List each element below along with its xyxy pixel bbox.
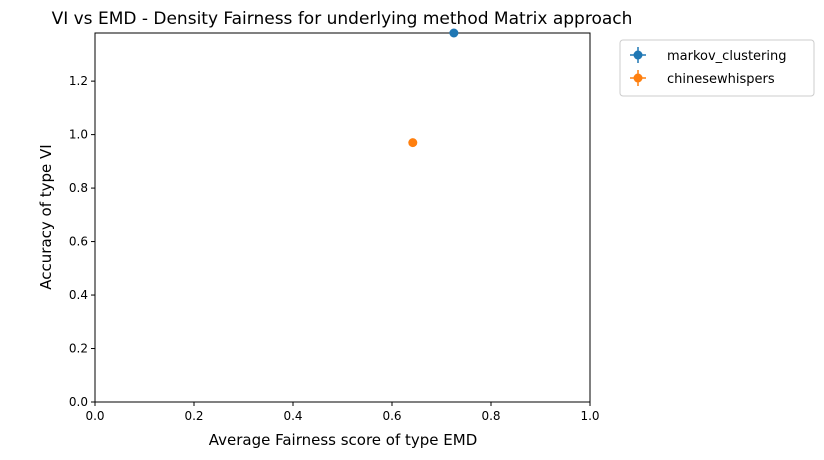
- y-tick-label: 1.0: [69, 128, 88, 142]
- x-tick-label: 0.0: [85, 409, 104, 423]
- legend: markov_clustering chinesewhispers: [619, 39, 815, 97]
- legend-label: chinesewhispers: [667, 72, 775, 87]
- x-tick-label: 1.0: [580, 409, 599, 423]
- legend-marker: [633, 73, 643, 83]
- plot-area: [94, 28, 591, 403]
- data-point-chinesewhispers: [408, 138, 418, 148]
- x-tick-label: 0.4: [283, 409, 302, 423]
- y-axis: 0.0 0.2 0.4 0.6 0.8 1.0 1.2: [69, 74, 95, 409]
- y-tick-label: 0.0: [69, 395, 88, 409]
- x-axis-label: Average Fairness score of type EMD: [209, 431, 478, 449]
- y-tick-label: 0.4: [69, 288, 88, 302]
- y-axis-label: Accuracy of type VI: [37, 144, 55, 289]
- x-tick-label: 0.8: [481, 409, 500, 423]
- legend-label: markov_clustering: [667, 49, 787, 64]
- y-tick-label: 0.6: [69, 235, 88, 249]
- legend-marker: [633, 50, 643, 60]
- chart-title: VI vs EMD - Density Fairness for underly…: [52, 9, 633, 29]
- y-tick-label: 0.2: [69, 342, 88, 356]
- data-point-markov_clustering: [449, 28, 459, 38]
- x-tick-label: 0.2: [184, 409, 203, 423]
- plot-frame: [94, 32, 591, 403]
- x-tick-label: 0.6: [382, 409, 401, 423]
- y-tick-label: 1.2: [69, 74, 88, 88]
- y-tick-label: 0.8: [69, 181, 88, 195]
- legend-box: [619, 39, 815, 97]
- x-axis: 0.0 0.2 0.4 0.6 0.8 1.0: [85, 402, 600, 423]
